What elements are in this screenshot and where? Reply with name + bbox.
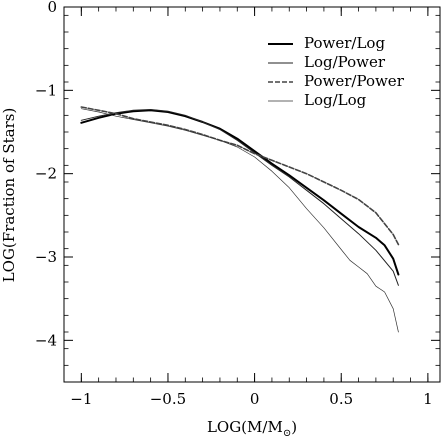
x-tick-label: −1 [70,390,92,408]
y-tick-label: −1 [35,81,57,99]
y-tick-label: 0 [47,0,57,16]
legend-label: Power/Power [304,72,405,90]
x-axis-label-main: LOG(M/M [207,418,283,436]
x-tick-label: −0.5 [150,390,186,408]
series-line-log-log [80,108,399,333]
x-tick-label: 0.5 [329,390,353,408]
plot-frame [63,6,441,383]
x-axis-label: LOG(M/M⊙) [207,418,297,438]
axis-labels: LOG(M/M⊙) LOG(Fraction of Stars) [0,108,297,438]
series-line-power-log [80,109,400,276]
axis-ticks: −1 −0.5 0 0.5 1 −4 −3 −2 −1 0 [35,0,440,408]
y-tick-label: −3 [35,248,57,266]
x-tick-label: 0 [250,390,260,408]
legend-label: Log/Power [304,53,386,71]
legend-label: Log/Log [304,91,367,109]
series-line-log-power [80,109,399,286]
y-axis-label: LOG(Fraction of Stars) [0,108,18,283]
x-axis-label-subscript: ⊙ [283,428,291,438]
series-lines [80,106,400,333]
y-tick-label: −4 [35,331,57,349]
series-line-power-power [80,106,400,246]
x-axis-label-close: ) [291,418,297,436]
y-tick-label: −2 [35,165,57,183]
legend-label: Power/Log [304,34,385,52]
x-tick-label: 1 [423,390,433,408]
